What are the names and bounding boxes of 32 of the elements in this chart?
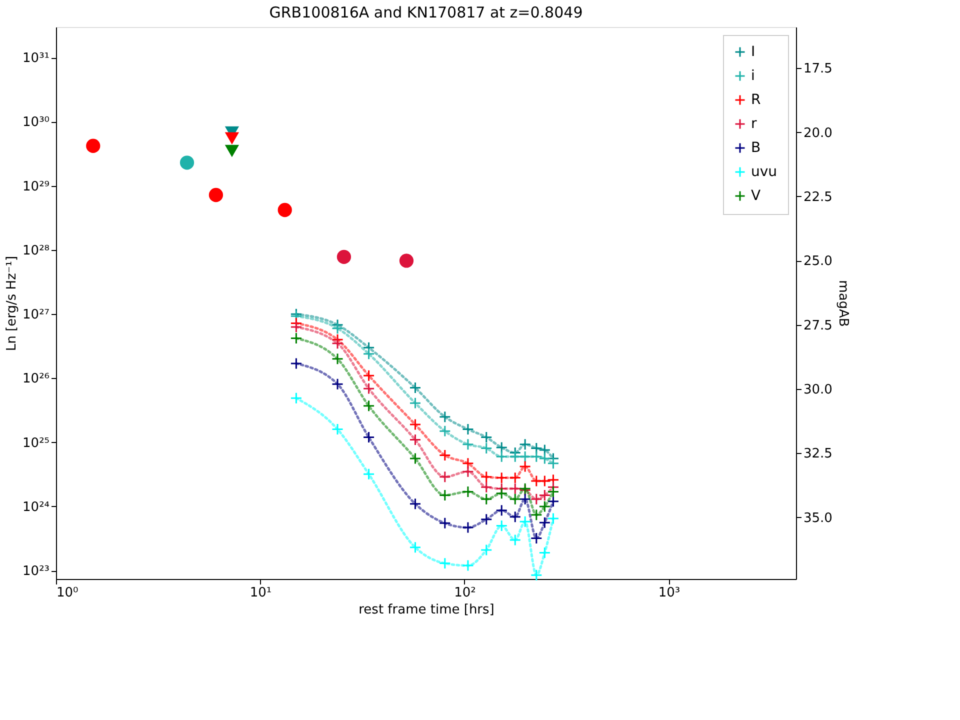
- legend-label: uvu: [751, 164, 778, 180]
- x-axis-title: rest frame time [hrs]: [358, 602, 494, 618]
- y-tick-label: 10²⁹: [22, 179, 50, 194]
- y-tick-label: 10²³: [22, 564, 50, 580]
- y2-tick-label: 25.0: [804, 254, 832, 270]
- legend-label: R: [751, 92, 761, 108]
- y2-tick-label: 17.5: [804, 62, 832, 77]
- y-tick-label: 10²⁴: [22, 500, 50, 515]
- y-axis-title: Ln [erg/s Hz⁻¹]: [4, 256, 20, 352]
- legend-label: I: [751, 44, 756, 60]
- chart-title: GRB100816A and KN170817 at z=0.8049: [269, 3, 583, 22]
- y2-tick-label: 30.0: [804, 382, 832, 398]
- y2-tick-label: 27.5: [804, 318, 832, 334]
- y2-tick-label: 22.5: [804, 190, 832, 205]
- legend-label: r: [751, 116, 757, 132]
- y2-axis-title: magAB: [835, 280, 850, 327]
- y-tick-label: 10²⁷: [22, 308, 50, 323]
- legend-label: i: [751, 68, 755, 84]
- y2-tick-label: 20.0: [804, 126, 832, 141]
- y-tick-label: 10³¹: [22, 51, 50, 66]
- legend-label: V: [751, 188, 761, 204]
- legend-label: B: [751, 140, 761, 156]
- y2-tick-label: 32.5: [804, 446, 832, 462]
- y-tick-label: 10²⁸: [22, 243, 50, 258]
- y-tick-label: 10²⁶: [22, 372, 50, 387]
- x-tick-label: 10¹: [250, 586, 272, 600]
- y-tick-label: 10³⁰: [22, 115, 50, 130]
- x-tick-label: 10⁰: [56, 586, 78, 600]
- y-tick-label: 10²⁵: [22, 436, 50, 451]
- y2-tick-label: 35.0: [804, 510, 832, 526]
- x-tick-label: 10³: [658, 586, 680, 600]
- x-tick-label: 10²: [454, 586, 476, 600]
